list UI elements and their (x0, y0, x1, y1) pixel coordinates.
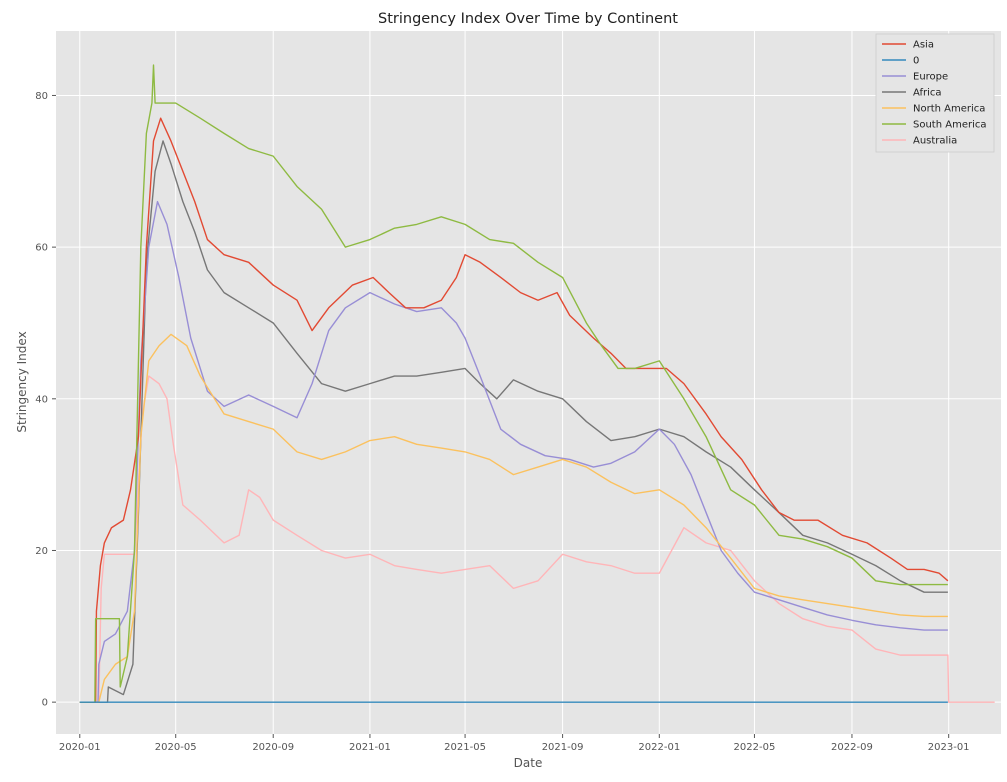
grid (56, 31, 1001, 734)
legend-label: Australia (913, 136, 957, 147)
legend-label: Asia (913, 40, 934, 51)
y-tick-label: 60 (35, 243, 48, 254)
y-tick-label: 0 (42, 698, 48, 709)
series-line-australia (79, 375, 995, 703)
x-tick-label: 2022-09 (831, 742, 873, 753)
y-axis-title: Stringency Index (15, 331, 29, 432)
series-line-south-america (79, 64, 948, 703)
x-axis-title: Date (514, 756, 543, 770)
x-tick-label: 2021-01 (349, 742, 391, 753)
x-tick-label: 2021-09 (542, 742, 584, 753)
x-tick-label: 2022-01 (638, 742, 680, 753)
plot-background (56, 31, 1001, 734)
series-line-asia (79, 117, 949, 703)
y-tick-label: 80 (35, 91, 48, 102)
series-layer (79, 64, 995, 703)
legend: Asia 0 Europe Africa North America South Amer… (875, 33, 995, 153)
y-tick-label: 20 (35, 546, 48, 557)
legend-label: South America (913, 120, 987, 131)
series-line-europe (79, 200, 948, 703)
legend-label: 0 (913, 56, 919, 67)
legend-label: Europe (913, 72, 948, 83)
legend-label: Africa (913, 88, 942, 99)
y-axis: 0 20 40 60 80 (35, 91, 56, 709)
x-tick-label: 2020-01 (59, 742, 101, 753)
x-tick-label: 2020-09 (252, 742, 294, 753)
series-line-africa (79, 140, 948, 703)
legend-label: North America (913, 104, 985, 115)
x-tick-label: 2022-05 (734, 742, 776, 753)
x-tick-label: 2021-05 (444, 742, 486, 753)
series-line-north-america (79, 333, 948, 703)
x-tick-label: 2020-05 (155, 742, 197, 753)
x-tick-label: 2023-01 (928, 742, 970, 753)
x-axis: 2020-01 2020-05 2020-09 2021-01 2021-05 2021-… (59, 734, 970, 753)
y-tick-label: 40 (35, 394, 48, 405)
legend-box (875, 33, 995, 153)
chart-title: Stringency Index Over Time by Continent (378, 11, 678, 27)
